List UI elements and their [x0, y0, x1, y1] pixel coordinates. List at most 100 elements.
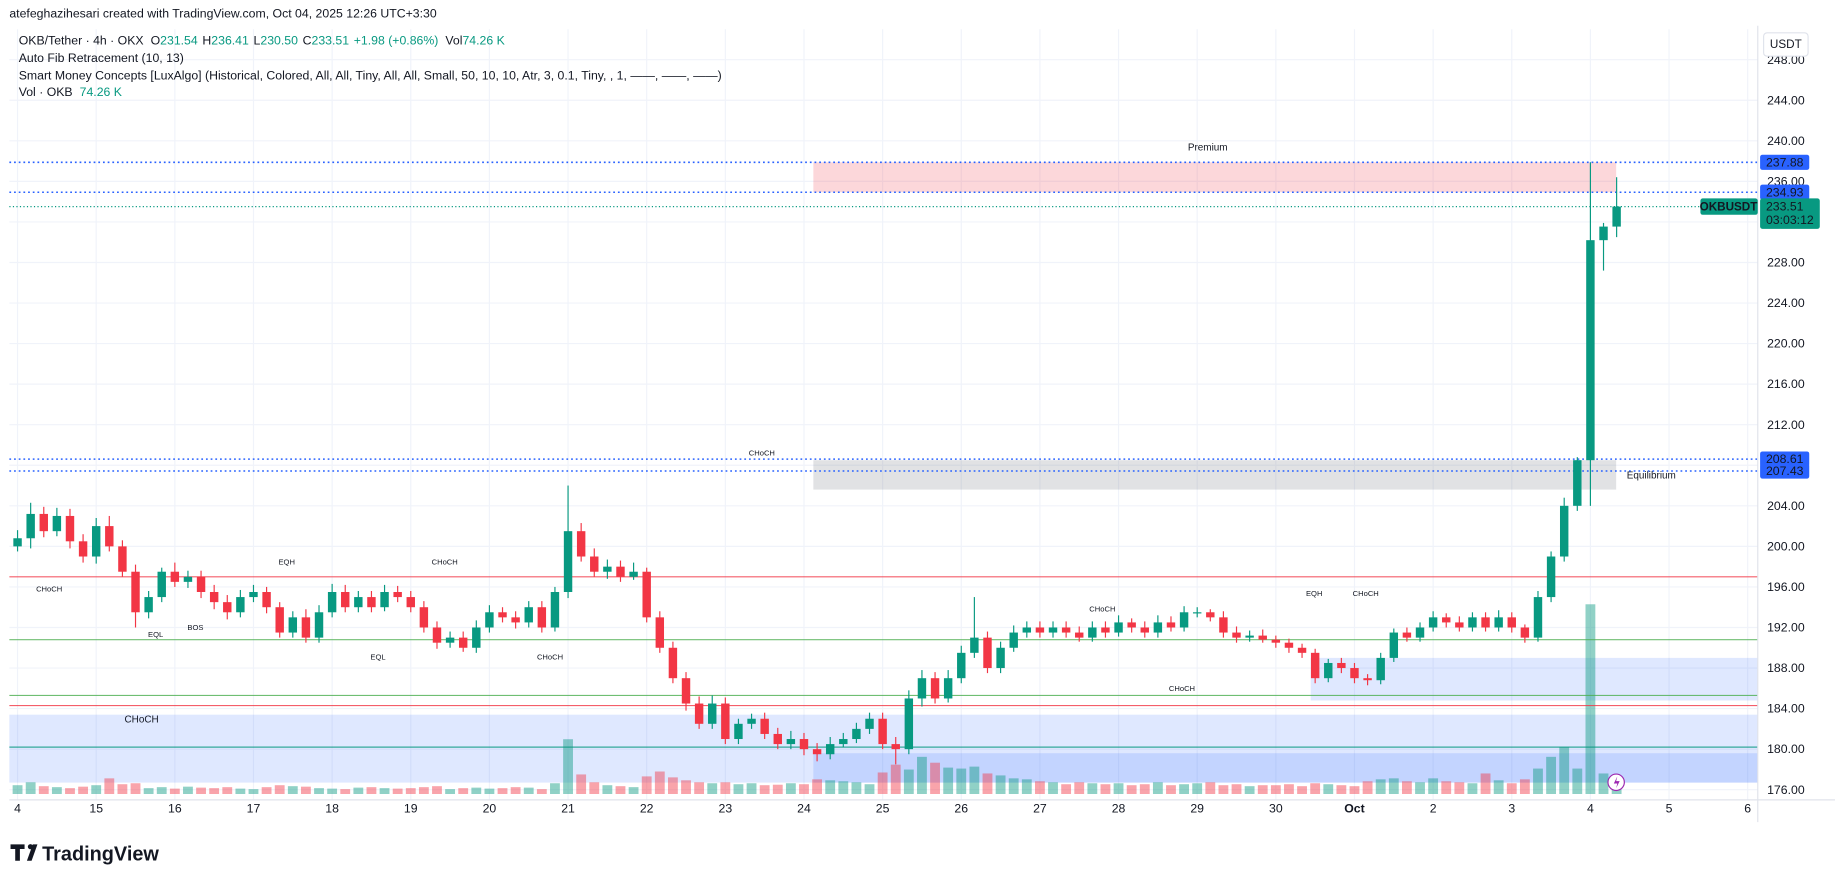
currency-box[interactable] [1763, 32, 1809, 57]
x-tick-label: 2 [1430, 802, 1437, 816]
level-layer [9, 161, 1758, 748]
countdown: 03:03:12 [1766, 213, 1814, 227]
candle-body [91, 526, 101, 557]
candle-body [1179, 612, 1189, 628]
candle-body [275, 607, 284, 633]
candle-body [1507, 617, 1516, 628]
candle-body [1219, 617, 1228, 633]
price-label-box [1760, 463, 1810, 479]
candle-body [118, 546, 127, 572]
candle-body [839, 739, 848, 745]
volume-bar [1349, 786, 1360, 794]
volume-bar [1415, 782, 1425, 794]
smc-label: EQH [1306, 589, 1322, 598]
price-label: 208.61 [1766, 452, 1804, 466]
x-tick-label: 25 [876, 802, 890, 816]
volume-bar [681, 780, 691, 794]
indicator[interactable]: Auto Fib Retracement (10, 13) [19, 51, 184, 65]
smc-label: CHoCH [36, 584, 62, 593]
y-tick-label: 192.00 [1767, 621, 1805, 635]
candle-body [799, 739, 809, 750]
candle-body [472, 627, 481, 648]
x-tick-label: 28 [1112, 802, 1126, 816]
volume-bar [314, 788, 324, 794]
volume-bar [877, 772, 888, 794]
zone-layer: Premium Equilibrium [9, 143, 1758, 783]
volume-bar [1100, 784, 1111, 794]
candle-body [616, 566, 625, 577]
volume-bar [1218, 785, 1229, 794]
volume-bar [300, 786, 311, 794]
candle-body [249, 592, 258, 598]
x-tick-label: 23 [719, 802, 733, 816]
volume-indicator[interactable]: Vol · OKB 74.26 K [19, 85, 123, 99]
ohlc-key: L [254, 33, 261, 47]
volume-bar [1375, 779, 1386, 794]
volume-bar [707, 783, 718, 794]
volume-bar [930, 762, 940, 794]
candle-body [917, 678, 927, 699]
volume-bar [1179, 784, 1190, 794]
candle-body [878, 718, 887, 745]
volume-bar [1061, 784, 1072, 794]
volume-bar [1270, 785, 1281, 794]
indicator[interactable]: Smart Money Concepts [LuxAlgo] (Historic… [19, 69, 722, 83]
y-tick-label: 224.00 [1767, 296, 1805, 310]
candle-body [1101, 627, 1110, 633]
volume-bar [432, 786, 442, 794]
volume-bar [1074, 782, 1085, 794]
volume-bar [864, 784, 875, 794]
volume-bar [943, 767, 954, 794]
volume-bar [1139, 784, 1150, 794]
credit: atefeghazihesari created with TradingVie… [9, 7, 437, 21]
candle-body [996, 647, 1005, 669]
volume-bar [1205, 782, 1216, 794]
current-price: 233.51 [1766, 200, 1804, 214]
candle-body [1533, 597, 1543, 638]
annotation-layer: CHoCH EQH CHoCH CHoCH EQL BOS EQL CHoCH CHoCH CHo… [36, 449, 1379, 726]
x-tick-label: 21 [561, 802, 575, 816]
candle-body [930, 678, 940, 699]
symbol-tag: OKBUSDT [1700, 201, 1759, 214]
volume-bar [484, 788, 495, 794]
candle-body [1009, 632, 1018, 648]
candle-body [1389, 632, 1399, 658]
candle-body [1520, 627, 1530, 638]
alert-icon[interactable] [1607, 773, 1625, 792]
volume-bar [405, 788, 416, 794]
x-tick-label: 15 [89, 802, 103, 816]
volume-bar [1519, 779, 1530, 794]
candle-body [668, 647, 678, 679]
zone [813, 753, 1758, 783]
logo-dot [27, 844, 34, 850]
logo-text: TradingView [42, 844, 159, 866]
y-tick-label: 240.00 [1767, 134, 1805, 148]
volume-bar [1297, 786, 1307, 794]
candle-body [1022, 627, 1032, 633]
x-tick-label: 3 [1508, 802, 1515, 816]
symbol-tag-box [1700, 198, 1758, 215]
volume-bar [51, 787, 62, 794]
candle-body [1559, 505, 1569, 557]
candle-body [694, 703, 704, 724]
x-tick-label: 18 [325, 802, 339, 816]
volume-bar [1257, 785, 1268, 794]
volume-bar [1388, 778, 1399, 794]
candle-body [65, 515, 75, 542]
ohlc-key: C [303, 33, 312, 47]
price-label-box [1760, 154, 1810, 170]
ohlc-value: 233.51 [311, 33, 349, 47]
volume-bar [1323, 784, 1334, 794]
volume-bar [799, 784, 809, 794]
volume-bar [1480, 773, 1491, 794]
smc-label: CHoCH [537, 652, 563, 661]
volume-bar [235, 788, 246, 794]
volume-bar [1441, 781, 1452, 794]
volume-bar [1231, 784, 1242, 794]
indicator-value: 74.26 K [80, 85, 123, 99]
candle-body [314, 612, 324, 638]
volume-bar [104, 778, 115, 794]
candle-body [786, 739, 796, 745]
candle-body [1612, 206, 1621, 227]
x-tick-label: 4 [1587, 802, 1594, 816]
